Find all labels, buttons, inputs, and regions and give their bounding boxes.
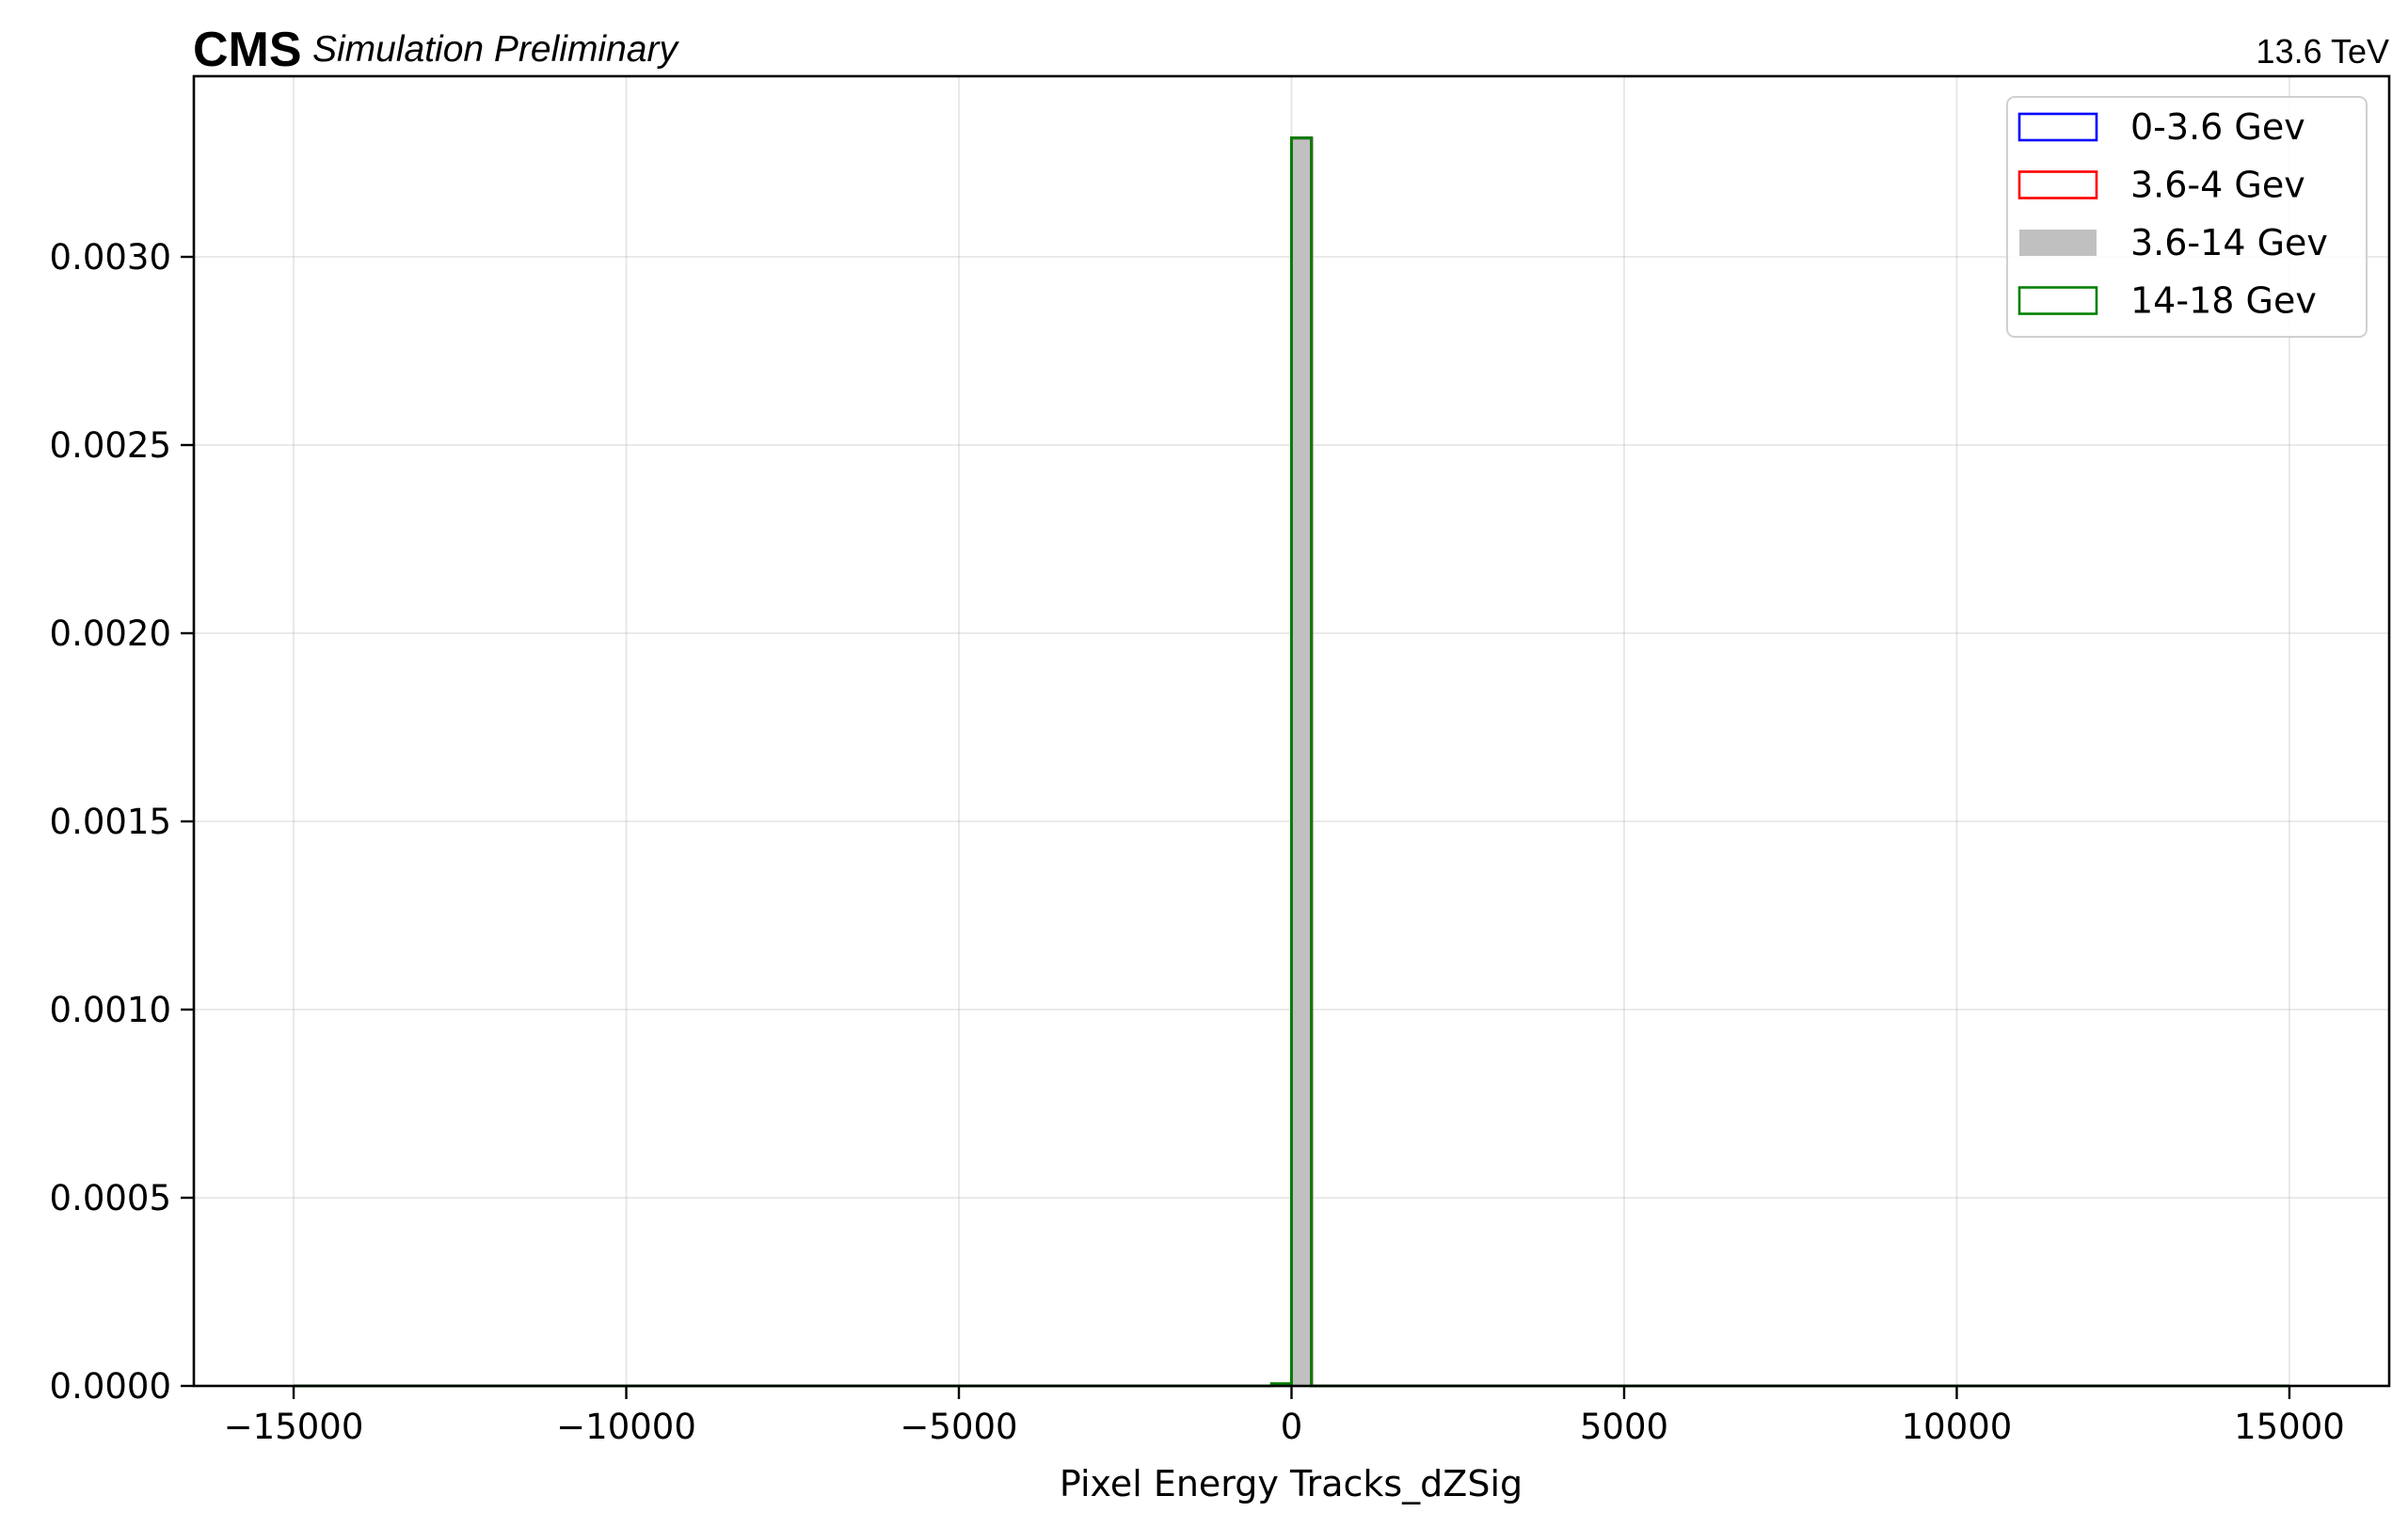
legend-entry: 0-3.6 Gev: [2017, 106, 2305, 148]
y-tick-label: 0.0010: [50, 990, 171, 1030]
x-axis-ticks: −15000 −10000 −5000 0 5000 10000 15000: [224, 1386, 2345, 1447]
cms-label: CMS: [193, 23, 302, 77]
legend-swatch: [2019, 230, 2097, 256]
legend-label: 3.6-14 Gev: [2130, 222, 2328, 263]
y-tick-label: 0.0020: [50, 613, 171, 654]
histogram-bin-3-6-14-Gev: [1291, 138, 1312, 1386]
x-tick-label: 0: [1281, 1407, 1303, 1447]
y-tick-label: 0.0030: [50, 237, 171, 278]
y-tick-label: 0.0000: [50, 1366, 171, 1407]
x-axis-label: Pixel Energy Tracks_dZSig: [1060, 1463, 1523, 1504]
legend-label: 0-3.6 Gev: [2130, 106, 2305, 148]
legend-entry: 3.6-4 Gev: [2017, 165, 2305, 206]
legend-label: 3.6-4 Gev: [2130, 165, 2305, 206]
x-tick-label: −15000: [224, 1407, 364, 1447]
energy-label: 13.6 TeV: [2257, 32, 2389, 71]
x-tick-label: −5000: [900, 1407, 1017, 1447]
legend-entry: 14-18 Gev: [2017, 280, 2317, 322]
legend-swatch: [2017, 286, 2098, 315]
legend-swatch: [2017, 112, 2098, 142]
legend-swatch: [2017, 170, 2098, 199]
x-tick-label: −10000: [556, 1407, 696, 1447]
y-tick-label: 0.0025: [50, 425, 171, 466]
legend-entries: 0-3.6 Gev 3.6-4 Gev 3.6-14 Gev 14-18 Gev: [2017, 106, 2328, 322]
x-tick-label: 15000: [2234, 1407, 2345, 1447]
x-tick-label: 5000: [1580, 1407, 1668, 1447]
y-tick-label: 0.0005: [50, 1178, 171, 1218]
legend-entry: 3.6-14 Gev: [2019, 222, 2328, 263]
x-tick-label: 10000: [1902, 1407, 2013, 1447]
legend-frame: [2006, 96, 2368, 338]
legend-label: 14-18 Gev: [2130, 280, 2317, 322]
y-tick-label: 0.0015: [50, 802, 171, 842]
legend: 0-3.6 Gev 3.6-4 Gev 3.6-14 Gev 14-18 Gev: [2006, 96, 2368, 338]
status-label: Simulation Preliminary: [312, 29, 679, 70]
y-axis-ticks: 0.0000 0.0005 0.0010 0.0015 0.0020 0.0025 0.00…: [50, 237, 194, 1407]
